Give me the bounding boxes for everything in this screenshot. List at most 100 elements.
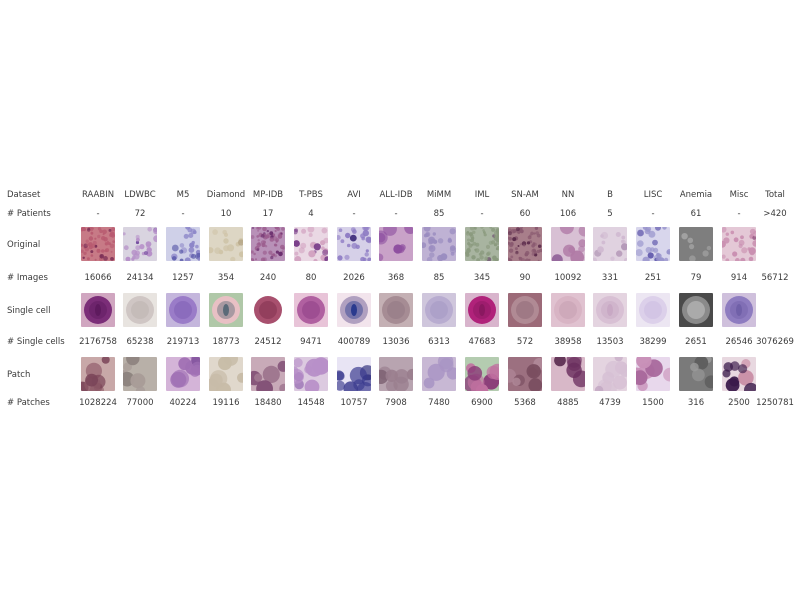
original-image-thumbnail	[379, 227, 413, 261]
original-image-thumbnail	[81, 227, 115, 261]
images-count: 24134	[126, 273, 154, 283]
single-cells-count: 47683	[468, 337, 496, 347]
patch-image-thumbnail	[508, 357, 542, 391]
images-count: 56712	[761, 273, 789, 283]
column-header: MiMM	[426, 190, 452, 200]
single-cells-count: 572	[516, 337, 534, 347]
patients-count: 85	[433, 209, 445, 219]
column-header: Diamond	[206, 190, 246, 200]
patients-count: 4	[308, 209, 314, 219]
original-image-thumbnail	[508, 227, 542, 261]
images-count: 240	[259, 273, 277, 283]
images-count: 90	[519, 273, 531, 283]
single-cell-image-thumbnail	[294, 293, 328, 327]
images-count: 2026	[343, 273, 365, 283]
patches-count: 6900	[471, 398, 493, 408]
patches-count: 7908	[385, 398, 407, 408]
row-label-patients: # Patients	[7, 209, 51, 219]
single-cells-count: 65238	[126, 337, 154, 347]
original-image-thumbnail	[679, 227, 713, 261]
patients-count: -	[480, 209, 484, 219]
single-cells-count: 18773	[212, 337, 240, 347]
single-cells-count: 400789	[337, 337, 371, 347]
patients-count: 106	[559, 209, 577, 219]
patch-image-thumbnail	[422, 357, 456, 391]
column-header: ALL-IDB	[379, 190, 413, 200]
column-header: T-PBS	[299, 190, 323, 200]
single-cells-count: 219713	[166, 337, 200, 347]
original-image-thumbnail	[251, 227, 285, 261]
patch-image-thumbnail	[209, 357, 243, 391]
patch-image-thumbnail	[551, 357, 585, 391]
single-cell-image-thumbnail	[123, 293, 157, 327]
images-count: 354	[217, 273, 235, 283]
patch-image-thumbnail	[722, 357, 756, 391]
patients-count: -	[352, 209, 356, 219]
single-cells-count: 24512	[254, 337, 282, 347]
patch-image-thumbnail	[679, 357, 713, 391]
images-count: 345	[473, 273, 491, 283]
column-header: Anemia	[679, 190, 713, 200]
column-header: LISC	[643, 190, 663, 200]
original-image-thumbnail	[593, 227, 627, 261]
patients-count: 72	[134, 209, 146, 219]
patches-count: 5368	[514, 398, 536, 408]
row-label-images: # Images	[7, 273, 48, 283]
column-header: LDWBC	[124, 190, 156, 200]
patch-image-thumbnail	[251, 357, 285, 391]
original-image-thumbnail	[551, 227, 585, 261]
patch-image-thumbnail	[379, 357, 413, 391]
single-cell-image-thumbnail	[722, 293, 756, 327]
original-image-thumbnail	[636, 227, 670, 261]
single-cells-count: 3076269	[756, 337, 794, 347]
patches-count: 77000	[126, 398, 154, 408]
single-cell-image-thumbnail	[465, 293, 499, 327]
single-cell-image-thumbnail	[379, 293, 413, 327]
single-cell-image-thumbnail	[508, 293, 542, 327]
patches-count: 4739	[599, 398, 621, 408]
images-count: 85	[433, 273, 445, 283]
single-cell-image-thumbnail	[166, 293, 200, 327]
single-cell-image-thumbnail	[337, 293, 371, 327]
original-image-thumbnail	[123, 227, 157, 261]
column-header: M5	[176, 190, 190, 200]
patches-count: 316	[687, 398, 705, 408]
patch-image-thumbnail	[465, 357, 499, 391]
images-count: 914	[730, 273, 748, 283]
original-image-thumbnail	[722, 227, 756, 261]
patients-count: 61	[690, 209, 702, 219]
images-count: 16066	[84, 273, 112, 283]
column-header: NN	[561, 190, 575, 200]
original-image-thumbnail	[294, 227, 328, 261]
single-cell-image-thumbnail	[422, 293, 456, 327]
patch-image-thumbnail	[166, 357, 200, 391]
patch-image-thumbnail	[636, 357, 670, 391]
patches-count: 1500	[642, 398, 664, 408]
images-count: 251	[644, 273, 662, 283]
single-cells-count: 2651	[685, 337, 707, 347]
patch-image-thumbnail	[123, 357, 157, 391]
images-count: 79	[690, 273, 702, 283]
column-header: AVI	[347, 190, 361, 200]
patches-count: 19116	[212, 398, 240, 408]
patches-count: 7480	[428, 398, 450, 408]
row-label-single-cells: # Single cells	[7, 337, 65, 347]
row-label-patches: # Patches	[7, 398, 50, 408]
column-header: Misc	[729, 190, 749, 200]
patients-count: 10	[220, 209, 232, 219]
single-cell-image-thumbnail	[209, 293, 243, 327]
row-label-patch: Patch	[7, 370, 31, 380]
single-cell-image-thumbnail	[679, 293, 713, 327]
patients-count: -	[181, 209, 185, 219]
patch-image-thumbnail	[337, 357, 371, 391]
single-cells-count: 38299	[639, 337, 667, 347]
patches-count: 4885	[557, 398, 579, 408]
patients-count: >420	[763, 209, 787, 219]
patch-image-thumbnail	[294, 357, 328, 391]
single-cells-count: 13503	[596, 337, 624, 347]
single-cells-count: 6313	[428, 337, 450, 347]
images-count: 10092	[554, 273, 582, 283]
single-cell-image-thumbnail	[81, 293, 115, 327]
patches-count: 14548	[297, 398, 325, 408]
patients-count: 17	[262, 209, 274, 219]
